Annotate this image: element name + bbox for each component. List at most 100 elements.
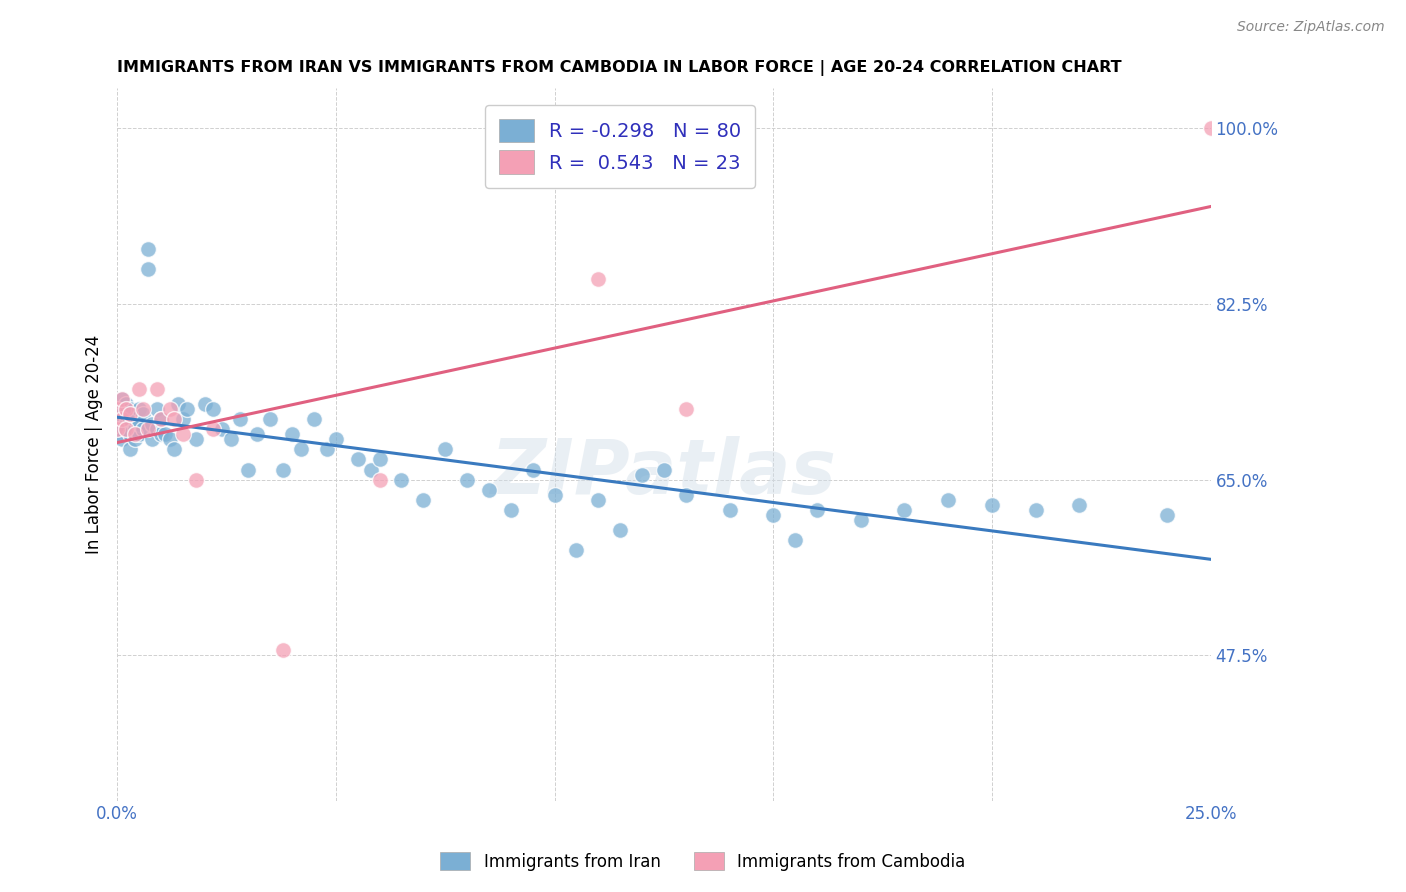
Point — [360, 462, 382, 476]
Point — [609, 523, 631, 537]
Point — [115, 422, 138, 436]
Point — [176, 402, 198, 417]
Point — [145, 422, 167, 436]
Point — [478, 483, 501, 497]
Point — [1199, 121, 1222, 136]
Point — [105, 402, 128, 417]
Point — [1156, 508, 1178, 522]
Point — [588, 272, 610, 286]
Point — [981, 498, 1004, 512]
Point — [105, 402, 128, 417]
Point — [785, 533, 807, 547]
Point — [136, 261, 159, 276]
Point — [136, 422, 159, 436]
Text: ZIPatlas: ZIPatlas — [491, 436, 837, 510]
Point — [172, 427, 194, 442]
Point — [141, 417, 163, 432]
Point — [120, 402, 142, 417]
Text: Source: ZipAtlas.com: Source: ZipAtlas.com — [1237, 20, 1385, 34]
Point — [115, 422, 138, 436]
Point — [675, 487, 697, 501]
Point — [893, 502, 915, 516]
Point — [149, 427, 172, 442]
Point — [346, 452, 368, 467]
Point — [522, 462, 544, 476]
Y-axis label: In Labor Force | Age 20-24: In Labor Force | Age 20-24 — [86, 334, 103, 554]
Point — [124, 433, 146, 447]
Point — [149, 412, 172, 426]
Point — [936, 492, 959, 507]
Point — [110, 433, 132, 447]
Point — [128, 417, 150, 432]
Point — [281, 427, 304, 442]
Point — [110, 392, 132, 407]
Point — [128, 427, 150, 442]
Point — [849, 513, 872, 527]
Point — [325, 433, 347, 447]
Point — [391, 473, 413, 487]
Text: IMMIGRANTS FROM IRAN VS IMMIGRANTS FROM CAMBODIA IN LABOR FORCE | AGE 20-24 CORR: IMMIGRANTS FROM IRAN VS IMMIGRANTS FROM … — [117, 60, 1122, 76]
Point — [110, 392, 132, 407]
Point — [110, 412, 132, 426]
Point — [136, 242, 159, 256]
Point — [565, 542, 588, 557]
Point — [115, 408, 138, 422]
Point — [155, 427, 177, 442]
Point — [228, 412, 250, 426]
Point — [456, 473, 478, 487]
Point — [368, 473, 391, 487]
Point — [211, 422, 233, 436]
Point — [302, 412, 325, 426]
Point — [167, 397, 190, 411]
Point — [145, 382, 167, 396]
Point — [105, 427, 128, 442]
Point — [675, 402, 697, 417]
Point — [128, 382, 150, 396]
Point — [172, 412, 194, 426]
Point — [202, 402, 225, 417]
Point — [115, 397, 138, 411]
Point — [219, 433, 242, 447]
Point — [184, 473, 207, 487]
Point — [806, 502, 828, 516]
Point — [631, 467, 654, 482]
Point — [202, 422, 225, 436]
Point — [159, 402, 181, 417]
Point — [124, 412, 146, 426]
Point — [184, 433, 207, 447]
Point — [163, 412, 186, 426]
Point — [163, 442, 186, 457]
Point — [124, 427, 146, 442]
Point — [159, 433, 181, 447]
Point — [368, 452, 391, 467]
Point — [124, 422, 146, 436]
Point — [145, 402, 167, 417]
Point — [128, 402, 150, 417]
Point — [110, 422, 132, 436]
Point — [762, 508, 785, 522]
Point — [238, 462, 260, 476]
Point — [273, 643, 295, 657]
Point — [132, 422, 155, 436]
Point — [105, 422, 128, 436]
Legend: Immigrants from Iran, Immigrants from Cambodia: Immigrants from Iran, Immigrants from Ca… — [432, 844, 974, 880]
Point — [259, 412, 281, 426]
Point — [290, 442, 312, 457]
Point — [499, 502, 522, 516]
Point — [132, 402, 155, 417]
Point — [273, 462, 295, 476]
Point — [115, 402, 138, 417]
Point — [141, 433, 163, 447]
Point — [115, 417, 138, 432]
Point — [246, 427, 269, 442]
Point — [1025, 502, 1047, 516]
Point — [149, 412, 172, 426]
Point — [120, 442, 142, 457]
Point — [412, 492, 434, 507]
Point — [1069, 498, 1091, 512]
Point — [120, 412, 142, 426]
Point — [718, 502, 741, 516]
Point — [120, 408, 142, 422]
Point — [588, 492, 610, 507]
Point — [110, 408, 132, 422]
